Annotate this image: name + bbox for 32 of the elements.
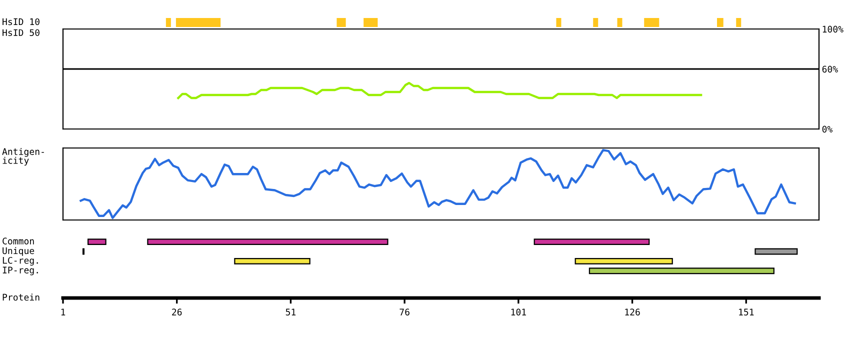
y-tick-label: 100% <box>822 26 844 33</box>
category-label: IP-reg. <box>2 266 38 276</box>
category-label: Unique <box>2 247 34 256</box>
y-tick-label: 60% <box>822 66 838 73</box>
bar <box>617 18 622 27</box>
x-tick-label: 126 <box>625 308 640 316</box>
x-axis-title: Protein <box>2 294 40 301</box>
bar <box>736 18 742 27</box>
bar <box>336 18 346 27</box>
bar <box>716 18 724 27</box>
x-tick-label: 101 <box>511 308 526 316</box>
x-tick-label: 1 <box>61 308 66 316</box>
line-series <box>177 82 702 100</box>
bar <box>644 18 660 27</box>
x-tick-label: 151 <box>739 308 754 316</box>
category-label: Common <box>2 238 34 244</box>
bar <box>593 18 598 27</box>
y-axis-title: Antigen- icity <box>2 148 44 166</box>
bar <box>364 18 378 27</box>
x-tick-label: 26 <box>172 308 182 316</box>
bar <box>556 18 562 27</box>
bar <box>176 18 221 27</box>
y-axis-title: HsID 50 <box>2 29 40 36</box>
x-tick-label: 76 <box>400 308 410 316</box>
bar <box>588 268 774 274</box>
bar <box>534 238 650 246</box>
y-tick-label: 0% <box>822 126 833 133</box>
bar <box>754 248 798 255</box>
category-label: HsID 10 <box>2 18 40 26</box>
category-label: LC-reg. <box>2 256 38 266</box>
x-tick-label: 51 <box>286 308 296 316</box>
bar <box>166 18 171 27</box>
